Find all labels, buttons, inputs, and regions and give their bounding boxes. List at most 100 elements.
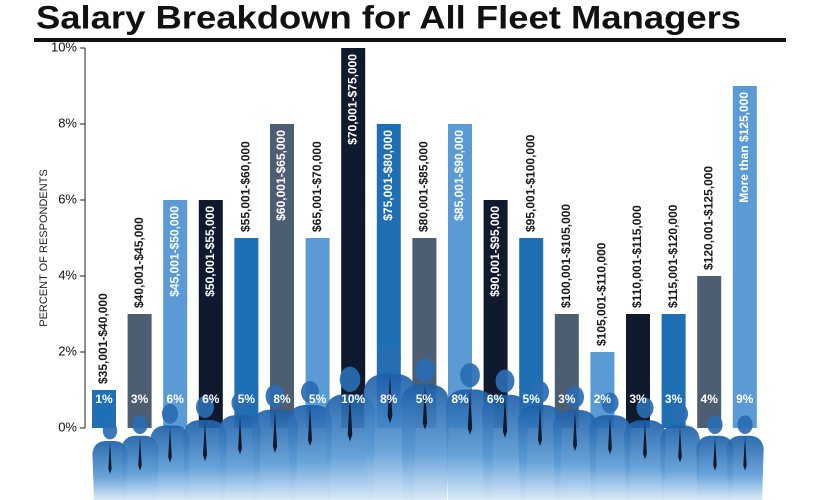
person-tie <box>743 436 747 471</box>
category-label: $80,001-$85,000 <box>417 141 431 232</box>
value-label: 8% <box>451 392 469 406</box>
y-tick-label: 10% <box>51 39 77 54</box>
person-head <box>566 386 584 408</box>
bar <box>697 276 722 428</box>
person-body <box>150 425 190 500</box>
person-tie <box>238 416 242 455</box>
value-label: 5% <box>523 392 541 406</box>
person-body <box>251 409 299 500</box>
y-tick-label: 4% <box>58 267 77 282</box>
value-label: 5% <box>238 392 256 406</box>
value-label: 8% <box>273 392 291 406</box>
category-label: $40,001-$45,000 <box>132 217 146 308</box>
value-label: 1% <box>95 392 113 406</box>
value-label: 9% <box>736 392 754 406</box>
category-label: $35,001-$40,000 <box>96 293 110 384</box>
chart-title: Salary Breakdown for All Fleet Managers <box>36 0 741 35</box>
value-label: 3% <box>665 392 683 406</box>
person-head <box>132 415 148 435</box>
bar <box>270 124 294 428</box>
value-label: 5% <box>416 392 434 406</box>
person-head <box>265 384 285 408</box>
person-body <box>518 405 562 500</box>
person-body <box>660 425 700 500</box>
person-head <box>102 421 118 440</box>
bar <box>163 200 188 428</box>
person-tie <box>608 416 612 455</box>
value-label: 2% <box>594 392 612 406</box>
bar <box>92 390 116 428</box>
person-head <box>495 369 515 393</box>
person-body <box>219 415 261 500</box>
person-head <box>601 392 619 414</box>
person-body <box>288 405 332 500</box>
person-body <box>400 384 450 500</box>
person-tie <box>308 406 312 446</box>
category-label: $65,001-$70,000 <box>310 141 324 232</box>
person-tie <box>108 441 112 474</box>
category-label: $75,001-$80,000 <box>381 130 395 221</box>
value-label: 6% <box>167 392 185 406</box>
value-label: 3% <box>629 392 647 406</box>
person-head <box>379 345 401 372</box>
person-head <box>339 366 361 392</box>
value-label: 10% <box>341 392 365 406</box>
bar <box>341 48 366 428</box>
person-tie <box>387 375 393 424</box>
person-head <box>460 363 480 388</box>
person-head <box>737 415 753 435</box>
person-body <box>481 394 529 500</box>
y-tick-label: 6% <box>58 191 77 206</box>
value-label: 4% <box>701 392 719 406</box>
person-body <box>324 394 376 500</box>
person-tie <box>538 406 542 446</box>
person-tie <box>678 426 682 463</box>
y-tick-label: 2% <box>58 343 77 358</box>
category-label: $110,001-$115,000 <box>630 205 644 308</box>
bar <box>198 200 223 428</box>
value-label: 3% <box>131 392 149 406</box>
person-head <box>161 403 179 424</box>
category-label: $60,001-$65,000 <box>274 130 288 221</box>
person-tie <box>168 426 172 463</box>
person-head <box>671 403 689 424</box>
bars: 0% 2% 4% 6% 8% 10% <box>51 39 757 434</box>
person-body <box>553 410 597 500</box>
value-label: 3% <box>558 392 576 406</box>
person-head <box>415 358 435 383</box>
value-label: 5% <box>309 392 327 406</box>
title-rule <box>34 38 786 42</box>
category-label: $45,001-$50,000 <box>167 206 181 297</box>
category-label: $120,001-$125,000 <box>701 166 715 270</box>
person-tie <box>422 385 428 430</box>
person-tie <box>502 395 508 438</box>
person-tie <box>713 436 717 471</box>
person-tie <box>467 390 473 435</box>
category-label: $115,001-$120,000 <box>666 204 680 308</box>
category-label: $105,001-$110,000 <box>595 242 609 346</box>
person-body <box>589 415 631 500</box>
person-head <box>301 381 319 403</box>
person-tie <box>272 410 278 453</box>
person-head <box>531 381 549 403</box>
category-label: More than $125,000 <box>737 92 751 203</box>
category-label: $95,001-$100,000 <box>523 134 537 232</box>
person-tie <box>643 421 647 460</box>
y-tick-label: 8% <box>58 115 77 130</box>
y-tick-label: 0% <box>58 419 77 434</box>
person-tie <box>347 395 353 442</box>
person-tie <box>138 436 142 471</box>
person-tie <box>203 421 207 461</box>
value-label: 6% <box>487 392 505 406</box>
crowd-illustration <box>92 345 764 500</box>
person-head <box>707 415 723 435</box>
bar <box>554 314 579 428</box>
person-head <box>196 396 214 418</box>
value-label: 6% <box>202 392 220 406</box>
category-label: $50,001-$55,000 <box>203 206 217 297</box>
bar <box>127 314 152 428</box>
person-tie <box>573 411 577 451</box>
category-label: $90,001-$95,000 <box>488 206 502 297</box>
bar <box>732 86 757 428</box>
